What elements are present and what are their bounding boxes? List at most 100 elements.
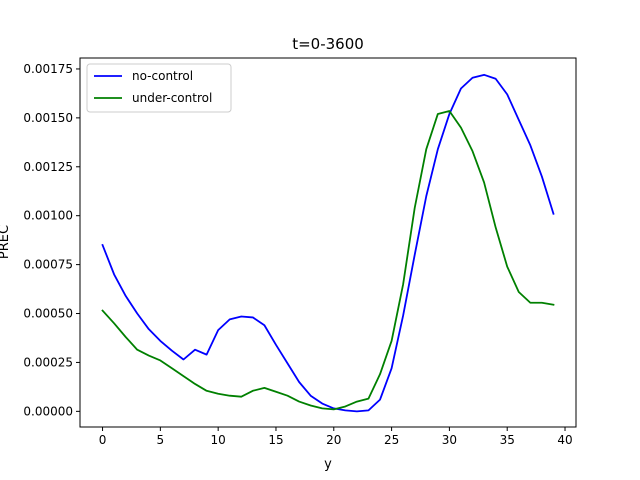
data-point-under-control: [414, 207, 416, 209]
data-point-no-control: [506, 93, 508, 95]
data-point-no-control: [518, 119, 520, 121]
data-point-no-control: [321, 403, 323, 405]
x-tick-label: 0: [99, 433, 107, 447]
data-point-under-control: [287, 395, 289, 397]
data-point-no-control: [553, 213, 555, 215]
x-tick-label: 10: [211, 433, 226, 447]
x-tick-label: 40: [557, 433, 572, 447]
y-tick-label: 0.00100: [23, 209, 73, 223]
data-point-no-control: [240, 316, 242, 318]
data-point-under-control: [425, 148, 427, 150]
data-point-under-control: [391, 340, 393, 342]
x-tick-label: 15: [268, 433, 283, 447]
data-point-under-control: [553, 304, 555, 306]
y-tick-label: 0.00025: [23, 355, 73, 369]
data-point-under-control: [460, 127, 462, 129]
data-point-under-control: [483, 182, 485, 184]
data-point-under-control: [518, 291, 520, 293]
data-point-no-control: [252, 317, 254, 319]
series-layer: [101, 73, 555, 413]
data-point-under-control: [356, 401, 358, 403]
data-point-under-control: [495, 227, 497, 229]
legend-label-no-control: no-control: [132, 69, 193, 83]
data-point-under-control: [379, 373, 381, 375]
data-point-under-control: [229, 395, 231, 397]
data-point-no-control: [310, 395, 312, 397]
data-point-under-control: [298, 401, 300, 403]
data-point-no-control: [206, 354, 208, 356]
data-point-no-control: [264, 324, 266, 326]
data-point-under-control: [159, 360, 161, 362]
data-point-no-control: [437, 148, 439, 150]
data-point-under-control: [333, 408, 335, 410]
data-point-under-control: [264, 387, 266, 389]
data-point-under-control: [449, 110, 451, 112]
y-tick-label: 0.00150: [23, 111, 73, 125]
data-point-under-control: [344, 406, 346, 408]
y-axis-label: PREC: [0, 225, 12, 259]
data-point-under-control: [402, 283, 404, 285]
data-point-no-control: [483, 74, 485, 76]
legend: no-control under-control: [86, 63, 232, 113]
data-point-no-control: [194, 349, 196, 351]
data-point-under-control: [506, 266, 508, 268]
data-point-under-control: [171, 367, 173, 369]
data-point-no-control: [529, 144, 531, 146]
x-tick-label: 30: [442, 433, 457, 447]
data-point-no-control: [368, 409, 370, 411]
data-point-under-control: [102, 310, 104, 312]
data-point-no-control: [425, 195, 427, 197]
data-point-under-control: [240, 396, 242, 398]
y-tick-label: 0.00175: [23, 62, 73, 76]
data-point-no-control: [102, 244, 104, 246]
data-point-no-control: [356, 410, 358, 412]
x-tick-label: 5: [157, 433, 165, 447]
series-line-no-control: [101, 73, 555, 413]
data-point-no-control: [159, 340, 161, 342]
data-point-no-control: [183, 359, 185, 361]
data-point-under-control: [194, 383, 196, 385]
y-axis-ticks: 0.00000 0.00025 0.00050 0.00075 0.00100 0.001…: [23, 62, 80, 418]
data-point-under-control: [541, 302, 543, 304]
data-point-no-control: [402, 315, 404, 317]
x-tick-label: 25: [384, 433, 399, 447]
data-point-under-control: [437, 113, 439, 115]
data-point-no-control: [460, 88, 462, 90]
data-point-no-control: [495, 78, 497, 80]
x-tick-label: 20: [326, 433, 341, 447]
data-point-under-control: [275, 391, 277, 393]
data-point-under-control: [310, 405, 312, 407]
data-point-under-control: [148, 355, 150, 357]
x-axis-label: y: [324, 457, 332, 472]
data-point-under-control: [206, 390, 208, 392]
data-point-no-control: [287, 363, 289, 365]
x-axis-ticks: 0 5 10 15 20 25 30 35 40: [99, 427, 573, 447]
y-tick-label: 0.00125: [23, 160, 73, 174]
data-point-no-control: [541, 176, 543, 178]
x-tick-label: 35: [500, 433, 515, 447]
data-point-under-control: [529, 302, 531, 304]
data-point-no-control: [171, 350, 173, 352]
y-tick-label: 0.00050: [23, 307, 73, 321]
data-point-no-control: [148, 328, 150, 330]
data-point-no-control: [414, 254, 416, 256]
data-point-no-control: [391, 367, 393, 369]
data-point-no-control: [113, 273, 115, 275]
data-point-no-control: [125, 295, 127, 297]
data-point-under-control: [472, 150, 474, 152]
y-tick-label: 0.00075: [23, 258, 73, 272]
data-point-no-control: [229, 318, 231, 320]
data-point-under-control: [368, 398, 370, 400]
data-point-no-control: [379, 399, 381, 401]
data-point-under-control: [125, 336, 127, 338]
data-point-under-control: [183, 375, 185, 377]
data-point-no-control: [298, 381, 300, 383]
plot-frame: [79, 57, 577, 428]
data-point-no-control: [472, 77, 474, 79]
series-line-under-control: [101, 110, 555, 411]
data-point-no-control: [136, 313, 138, 315]
data-point-under-control: [321, 408, 323, 410]
data-point-under-control: [217, 393, 219, 395]
y-tick-label: 0.00000: [23, 404, 73, 418]
